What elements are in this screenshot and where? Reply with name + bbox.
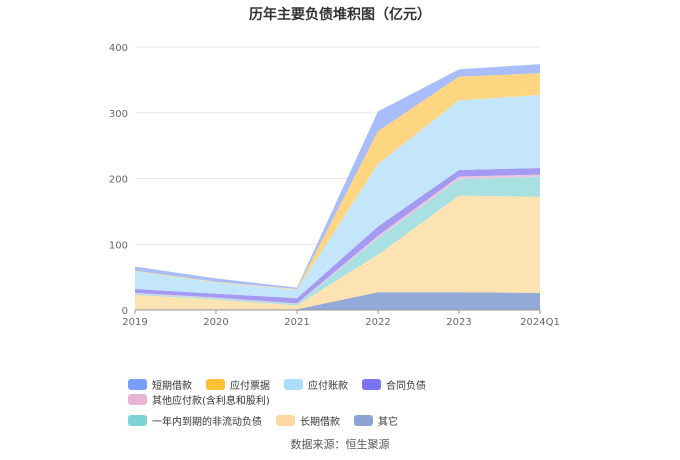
legend-swatch bbox=[128, 379, 147, 390]
legend-swatch bbox=[206, 379, 225, 390]
x-tick-label: 2024Q1 bbox=[520, 317, 560, 328]
x-tick-label: 2022 bbox=[365, 317, 390, 328]
x-tick-label: 2023 bbox=[446, 317, 471, 328]
legend-row: 一年内到期的非流动负债 长期借款 其它 bbox=[128, 413, 568, 428]
x-tick-label: 2020 bbox=[203, 317, 228, 328]
legend-swatch bbox=[362, 379, 381, 390]
legend-swatch bbox=[128, 394, 147, 405]
area-长期借款 bbox=[135, 195, 540, 310]
legend-label: 短期借款 bbox=[152, 381, 192, 392]
area-一年内到期的非流动负债 bbox=[135, 176, 540, 306]
legend-label: 应付票据 bbox=[230, 381, 270, 392]
y-tick-label: 200 bbox=[109, 175, 128, 186]
legend: 短期借款 应付票据 应付账款 合同负债其他应付款(含利息和股利) 一年内到期的非流动负… bbox=[128, 377, 568, 434]
y-tick-label: 400 bbox=[109, 43, 128, 54]
legend-row: 短期借款 应付票据 应付账款 合同负债其他应付款(含利息和股利) bbox=[128, 377, 568, 407]
legend-label: 合同负债 bbox=[386, 381, 426, 392]
chart-title: 历年主要负债堆积图（亿元） bbox=[249, 7, 431, 23]
legend-item[interactable]: 合同负债 bbox=[362, 377, 426, 392]
legend-item[interactable]: 其他应付款(含利息和股利) bbox=[128, 392, 270, 407]
legend-label: 其他应付款(含利息和股利) bbox=[152, 396, 270, 407]
legend-swatch bbox=[284, 379, 303, 390]
area-series bbox=[135, 64, 540, 310]
y-tick-label: 300 bbox=[109, 109, 128, 120]
legend-item[interactable]: 一年内到期的非流动负债 bbox=[128, 413, 262, 428]
legend-swatch bbox=[276, 415, 295, 426]
y-tick-label: 100 bbox=[109, 240, 128, 251]
legend-label: 一年内到期的非流动负债 bbox=[152, 417, 262, 428]
y-tick-label: 0 bbox=[122, 306, 128, 317]
legend-label: 应付账款 bbox=[308, 381, 348, 392]
x-tick-label: 2021 bbox=[284, 317, 309, 328]
area-应付账款 bbox=[135, 95, 540, 299]
legend-label: 长期借款 bbox=[300, 417, 340, 428]
legend-item[interactable]: 应付票据 bbox=[206, 377, 270, 392]
legend-item[interactable]: 应付账款 bbox=[284, 377, 348, 392]
x-tick-label: 2019 bbox=[122, 317, 147, 328]
legend-swatch bbox=[354, 415, 373, 426]
axes: 0 100 200 300 400 2019 2020 2021 2022 2023 2024Q1 bbox=[109, 43, 560, 328]
legend-item[interactable]: 短期借款 bbox=[128, 377, 192, 392]
legend-swatch bbox=[128, 415, 147, 426]
legend-item[interactable]: 其它 bbox=[354, 413, 398, 428]
legend-item[interactable]: 长期借款 bbox=[276, 413, 340, 428]
legend-label: 其它 bbox=[378, 417, 398, 428]
area-应付票据 bbox=[135, 73, 540, 290]
data-source: 数据来源：恒生聚源 bbox=[290, 438, 390, 451]
area-其它 bbox=[135, 292, 540, 310]
